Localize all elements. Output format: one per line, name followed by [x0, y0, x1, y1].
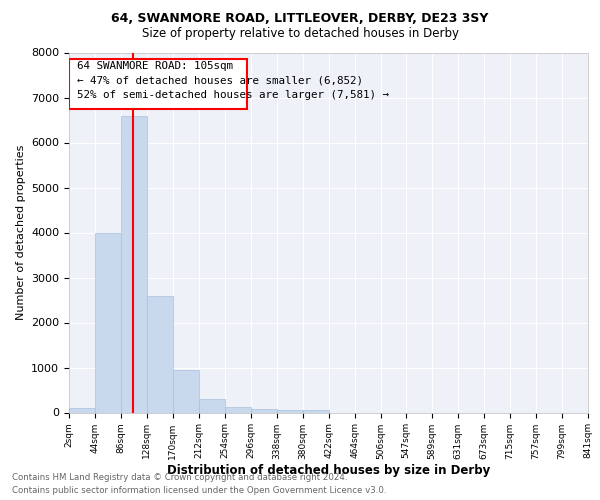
Bar: [199, 399, 225, 412]
Bar: [303, 410, 329, 412]
Bar: [147, 296, 173, 412]
Text: Contains HM Land Registry data © Crown copyright and database right 2024.: Contains HM Land Registry data © Crown c…: [12, 474, 347, 482]
Bar: [225, 407, 251, 412]
Text: 64, SWANMORE ROAD, LITTLEOVER, DERBY, DE23 3SY: 64, SWANMORE ROAD, LITTLEOVER, DERBY, DE…: [112, 12, 488, 26]
Text: 52% of semi-detached houses are larger (7,581) →: 52% of semi-detached houses are larger (…: [77, 90, 389, 100]
Y-axis label: Number of detached properties: Number of detached properties: [16, 145, 26, 320]
Bar: [251, 409, 277, 412]
Bar: [95, 232, 121, 412]
Text: 64 SWANMORE ROAD: 105sqm: 64 SWANMORE ROAD: 105sqm: [77, 61, 233, 71]
Text: Contains public sector information licensed under the Open Government Licence v3: Contains public sector information licen…: [12, 486, 386, 495]
Bar: [277, 410, 303, 412]
Text: Size of property relative to detached houses in Derby: Size of property relative to detached ho…: [142, 28, 458, 40]
FancyBboxPatch shape: [69, 59, 247, 109]
X-axis label: Distribution of detached houses by size in Derby: Distribution of detached houses by size …: [167, 464, 490, 477]
Text: ← 47% of detached houses are smaller (6,852): ← 47% of detached houses are smaller (6,…: [77, 76, 363, 86]
Bar: [121, 116, 147, 412]
Bar: [69, 408, 95, 412]
Bar: [173, 370, 199, 412]
